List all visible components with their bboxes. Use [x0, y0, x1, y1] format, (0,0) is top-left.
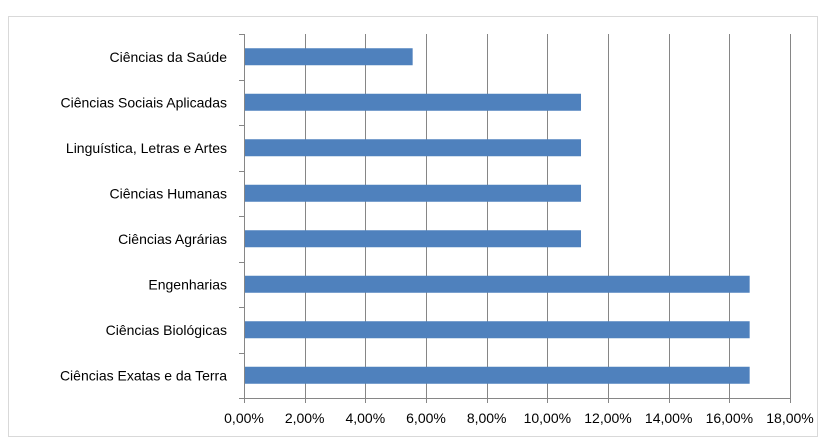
x-tick-labels: 0,00% 2,00% 4,00% 6,00% 8,00% 10,00% 12,00% 14,… [224, 410, 814, 426]
gridlines [305, 34, 791, 398]
x-tick-label: 12,00% [584, 410, 631, 426]
category-label: Ciências Humanas [110, 185, 228, 201]
x-tick-label: 4,00% [345, 410, 385, 426]
x-tick-label: 18,00% [766, 410, 813, 426]
category-labels: Ciências da Saúde Ciências Sociais Aplica… [60, 49, 227, 384]
x-tick-label: 14,00% [645, 410, 692, 426]
bar [245, 366, 750, 384]
x-tick-label: 16,00% [706, 410, 753, 426]
axes [239, 34, 791, 403]
category-label: Engenharias [148, 276, 227, 292]
category-label: Ciências da Saúde [109, 49, 227, 65]
bar [245, 321, 750, 339]
category-label: Ciências Biológicas [106, 322, 227, 338]
bar [245, 139, 582, 157]
category-label: Ciências Sociais Aplicadas [60, 94, 227, 110]
category-label: Linguística, Letras e Artes [66, 140, 227, 156]
x-tick-label: 8,00% [467, 410, 507, 426]
category-label: Ciências Exatas e da Terra [60, 367, 227, 383]
x-tick-label: 10,00% [524, 410, 571, 426]
bar [245, 93, 582, 111]
bars [245, 48, 750, 384]
bar [245, 184, 582, 202]
x-tick-label: 2,00% [285, 410, 325, 426]
x-tick-label: 6,00% [406, 410, 446, 426]
category-label: Ciências Agrárias [118, 231, 227, 247]
x-tick-label: 0,00% [224, 410, 264, 426]
bar [245, 275, 750, 293]
bar [245, 230, 582, 248]
bar [245, 48, 413, 66]
